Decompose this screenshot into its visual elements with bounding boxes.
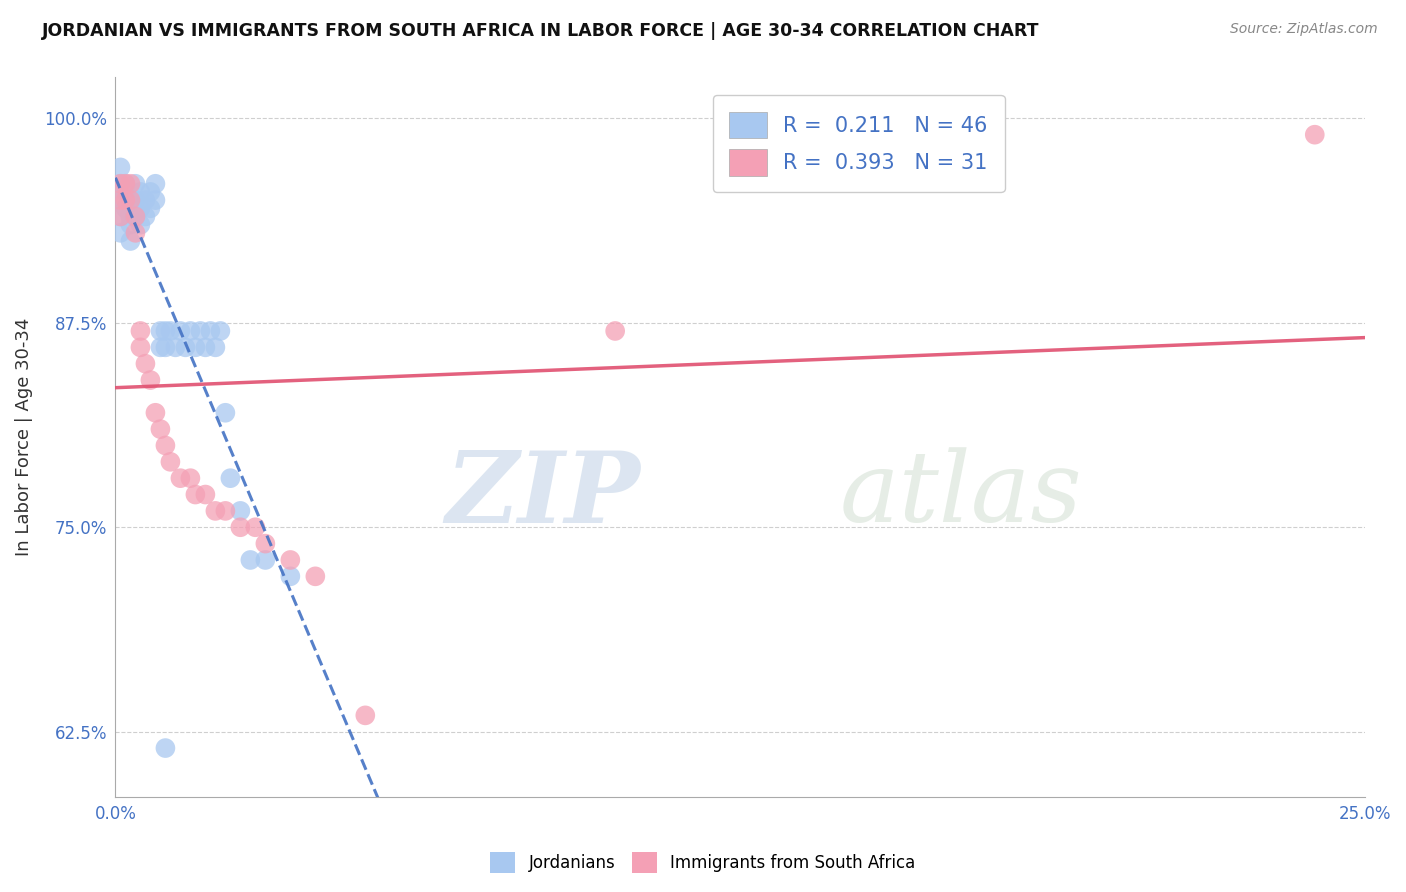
Point: [110, 210, 132, 224]
Y-axis label: In Labor Force | Age 30-34: In Labor Force | Age 30-34: [15, 318, 32, 557]
Point: [145, 406, 167, 420]
Point: [129, 340, 152, 354]
Point: [174, 340, 197, 354]
Point: [1303, 128, 1326, 142]
Point: [110, 193, 132, 207]
Point: [229, 520, 252, 534]
Legend: Jordanians, Immigrants from South Africa: Jordanians, Immigrants from South Africa: [484, 846, 922, 880]
Point: [280, 569, 302, 583]
Point: [129, 185, 152, 199]
Point: [219, 471, 242, 485]
Point: [114, 177, 136, 191]
Text: atlas: atlas: [839, 447, 1083, 542]
Point: [254, 553, 277, 567]
Point: [280, 553, 302, 567]
Text: Source: ZipAtlas.com: Source: ZipAtlas.com: [1230, 22, 1378, 37]
Point: [139, 373, 162, 387]
Point: [155, 340, 177, 354]
Point: [120, 193, 142, 207]
Point: [145, 177, 167, 191]
Point: [209, 324, 232, 338]
Point: [169, 471, 191, 485]
Point: [129, 218, 152, 232]
Point: [110, 226, 132, 240]
Point: [134, 357, 156, 371]
Point: [114, 193, 136, 207]
Point: [114, 202, 136, 216]
Point: [120, 210, 142, 224]
Point: [194, 487, 217, 501]
Point: [184, 487, 207, 501]
Point: [214, 504, 236, 518]
Point: [155, 324, 177, 338]
Point: [149, 340, 172, 354]
Text: JORDANIAN VS IMMIGRANTS FROM SOUTH AFRICA IN LABOR FORCE | AGE 30-34 CORRELATION: JORDANIAN VS IMMIGRANTS FROM SOUTH AFRIC…: [42, 22, 1039, 40]
Point: [304, 569, 326, 583]
Point: [120, 193, 142, 207]
Point: [120, 218, 142, 232]
Point: [194, 340, 217, 354]
Point: [204, 504, 226, 518]
Point: [229, 504, 252, 518]
Point: [605, 324, 627, 338]
Point: [155, 741, 177, 756]
Point: [110, 177, 132, 191]
Point: [124, 193, 146, 207]
Point: [124, 210, 146, 224]
Point: [114, 185, 136, 199]
Point: [155, 438, 177, 452]
Point: [124, 226, 146, 240]
Point: [179, 324, 201, 338]
Point: [114, 177, 136, 191]
Point: [149, 324, 172, 338]
Point: [204, 340, 226, 354]
Point: [169, 324, 191, 338]
Point: [124, 177, 146, 191]
Point: [184, 340, 207, 354]
Point: [129, 324, 152, 338]
Text: ZIP: ZIP: [446, 447, 640, 543]
Point: [110, 161, 132, 175]
Point: [139, 202, 162, 216]
Point: [134, 193, 156, 207]
Point: [120, 234, 142, 248]
Point: [165, 340, 187, 354]
Point: [190, 324, 212, 338]
Point: [159, 324, 181, 338]
Legend: R =  0.211   N = 46, R =  0.393   N = 31: R = 0.211 N = 46, R = 0.393 N = 31: [713, 95, 1004, 193]
Point: [110, 210, 132, 224]
Point: [179, 471, 201, 485]
Point: [239, 553, 262, 567]
Point: [200, 324, 222, 338]
Point: [145, 193, 167, 207]
Point: [354, 708, 377, 723]
Point: [129, 202, 152, 216]
Point: [149, 422, 172, 436]
Point: [110, 177, 132, 191]
Point: [245, 520, 267, 534]
Point: [110, 193, 132, 207]
Point: [254, 536, 277, 550]
Point: [139, 185, 162, 199]
Point: [214, 406, 236, 420]
Point: [124, 210, 146, 224]
Point: [159, 455, 181, 469]
Point: [134, 210, 156, 224]
Point: [120, 177, 142, 191]
